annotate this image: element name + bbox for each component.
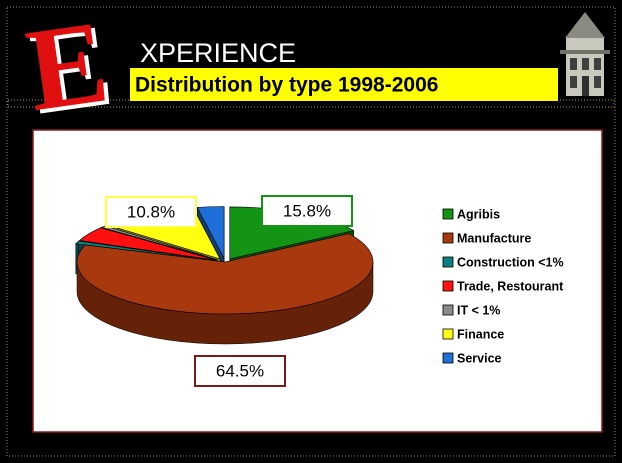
page: XPERIENCE Distribution by type 1998-2006… <box>0 0 622 463</box>
legend-label: Finance <box>457 327 504 341</box>
legend-swatch <box>443 281 453 291</box>
data-label: 15.8% <box>283 201 331 220</box>
legend-swatch <box>443 209 453 219</box>
legend-label: IT < 1% <box>457 303 500 317</box>
legend-label: Service <box>457 351 502 365</box>
heading: XPERIENCE <box>140 38 296 68</box>
slide: XPERIENCE Distribution by type 1998-2006… <box>0 0 622 463</box>
legend-swatch <box>443 257 453 267</box>
legend-label: Agribis <box>457 207 500 221</box>
data-label: 10.8% <box>127 202 175 221</box>
legend-swatch <box>443 353 453 363</box>
legend-swatch <box>443 329 453 339</box>
legend-label: Manufacture <box>457 231 531 245</box>
legend-label: Trade, Restourant <box>457 279 564 293</box>
legend-swatch <box>443 233 453 243</box>
legend-label: Construction <1% <box>457 255 564 269</box>
chart-title: Distribution by type 1998-2006 <box>135 74 438 97</box>
legend-swatch <box>443 305 453 315</box>
data-label: 64.5% <box>216 361 264 380</box>
